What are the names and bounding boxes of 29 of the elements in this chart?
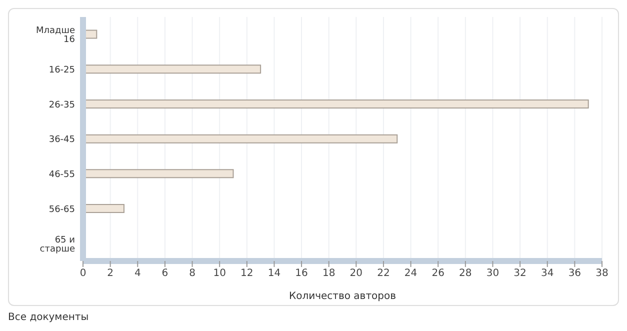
x-tick-label: 38 bbox=[596, 268, 608, 280]
x-tick-label: 8 bbox=[189, 268, 196, 280]
x-tick-label: 16 bbox=[295, 268, 308, 280]
x-tick-label: 2 bbox=[107, 268, 114, 280]
x-tick-label: 4 bbox=[134, 268, 141, 280]
y-tick-label: 65 и старше bbox=[40, 235, 76, 254]
x-tick-label: 24 bbox=[404, 268, 418, 280]
x-tick-label: 0 bbox=[80, 268, 86, 280]
y-tick-label: 36-45 bbox=[48, 135, 75, 146]
x-tick-label: 30 bbox=[486, 268, 500, 280]
x-tick-label: 26 bbox=[432, 268, 444, 280]
x-tick-label: 18 bbox=[322, 268, 336, 280]
x-tick-label: 6 bbox=[162, 268, 168, 280]
x-tick-label: 22 bbox=[377, 268, 390, 280]
y-tick-label: 46-55 bbox=[48, 170, 75, 180]
x-tick-label: 14 bbox=[268, 268, 281, 280]
y-tick-label: 26-35 bbox=[48, 100, 75, 110]
x-tick-label: 28 bbox=[459, 268, 472, 280]
text: Все документы bbox=[8, 312, 90, 323]
x-tick-label: 36 bbox=[568, 268, 582, 280]
x-axis-title: Количество авторов bbox=[288, 291, 396, 302]
y-tick-label: 16-25 bbox=[48, 65, 75, 76]
y-tick-label: 56-65 bbox=[48, 204, 75, 215]
x-tick-label: 12 bbox=[240, 268, 254, 280]
y-tick-label: Младше 16 bbox=[36, 26, 76, 46]
x-tick-label: 20 bbox=[350, 268, 363, 280]
x-tick-label: 34 bbox=[541, 268, 554, 280]
x-tick-label: 32 bbox=[514, 268, 526, 280]
x-tick-label: 10 bbox=[213, 268, 226, 280]
